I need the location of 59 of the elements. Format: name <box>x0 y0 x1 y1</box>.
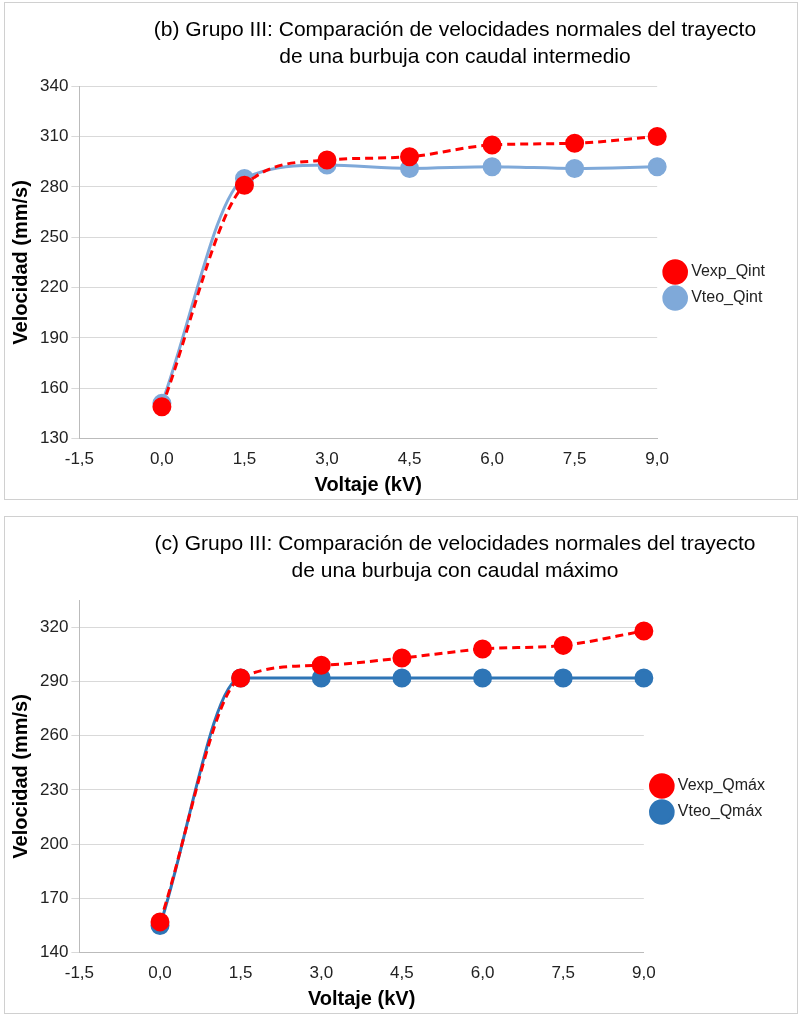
point <box>473 639 493 659</box>
x-tick-label: 4,5 <box>397 449 422 469</box>
legend-label: Vteo_Qmáx <box>677 802 763 821</box>
x-tick-label: -1,5 <box>64 449 95 469</box>
point <box>553 668 573 688</box>
legend-label: Vexp_Qint <box>691 262 766 281</box>
point <box>553 635 573 655</box>
y-tick-label: 140 <box>39 942 69 962</box>
x-tick-label: 7,5 <box>562 449 587 469</box>
x-tick-label: -1,5 <box>64 963 95 983</box>
x-tick-label: 9,0 <box>632 963 656 983</box>
legend-label: Vexp_Qmáx <box>677 776 765 795</box>
point <box>634 668 654 688</box>
y-axis-title: Velocidad (mm/s) <box>8 180 31 345</box>
chart-title: (c) Grupo III: Comparación de velocidades normales del trayecto de una burbuja con caudal máximo <box>153 530 757 583</box>
x-tick-label: 3,0 <box>315 449 339 469</box>
point <box>647 127 667 147</box>
y-axis-title: Velocidad (mm/s) <box>8 694 31 859</box>
point <box>634 621 654 641</box>
y-tick-label: 220 <box>39 277 69 297</box>
y-tick-label: 230 <box>39 779 69 799</box>
point <box>392 648 412 668</box>
x-tick-label: 0,0 <box>150 449 174 469</box>
x-tick-label: 4,5 <box>390 963 414 983</box>
x-tick-label: 0,0 <box>148 963 172 983</box>
y-tick-label: 250 <box>39 226 69 246</box>
point <box>473 668 493 688</box>
y-tick-label: 290 <box>39 671 69 691</box>
point <box>565 133 585 153</box>
y-tick-label: 160 <box>39 377 69 397</box>
point <box>565 158 585 178</box>
point <box>647 157 667 177</box>
x-tick-label: 6,0 <box>470 963 495 983</box>
chart-title: (b) Grupo III: Comparación de velocidades normales del trayecto de una burbuja con caudal intermedio <box>152 16 758 69</box>
y-tick-label: 310 <box>39 126 69 146</box>
x-tick-label: 9,0 <box>645 449 669 469</box>
y-tick-label: 130 <box>39 428 69 448</box>
legend-label: Vteo_Qint <box>691 288 763 307</box>
x-tick-label: 1,5 <box>232 449 257 469</box>
x-tick-label: 7,5 <box>551 963 576 983</box>
x-axis-title: Voltaje (kV) <box>314 472 422 495</box>
point <box>234 175 254 195</box>
y-tick-label: 340 <box>39 75 69 95</box>
x-axis-title: Voltaje (kV) <box>307 986 416 1009</box>
x-tick-label: 6,0 <box>480 449 504 469</box>
x-tick-label: 1,5 <box>228 963 253 983</box>
point <box>482 135 502 155</box>
point <box>482 157 502 177</box>
point <box>317 150 337 170</box>
x-tick-label: 3,0 <box>309 963 334 983</box>
y-tick-label: 320 <box>39 617 69 636</box>
point <box>311 655 331 675</box>
point <box>392 668 412 688</box>
point <box>400 147 420 167</box>
y-tick-label: 190 <box>39 327 69 347</box>
y-tick-label: 200 <box>39 833 69 853</box>
y-tick-label: 170 <box>39 888 69 908</box>
y-tick-label: 280 <box>39 176 69 196</box>
y-tick-label: 260 <box>39 725 69 745</box>
